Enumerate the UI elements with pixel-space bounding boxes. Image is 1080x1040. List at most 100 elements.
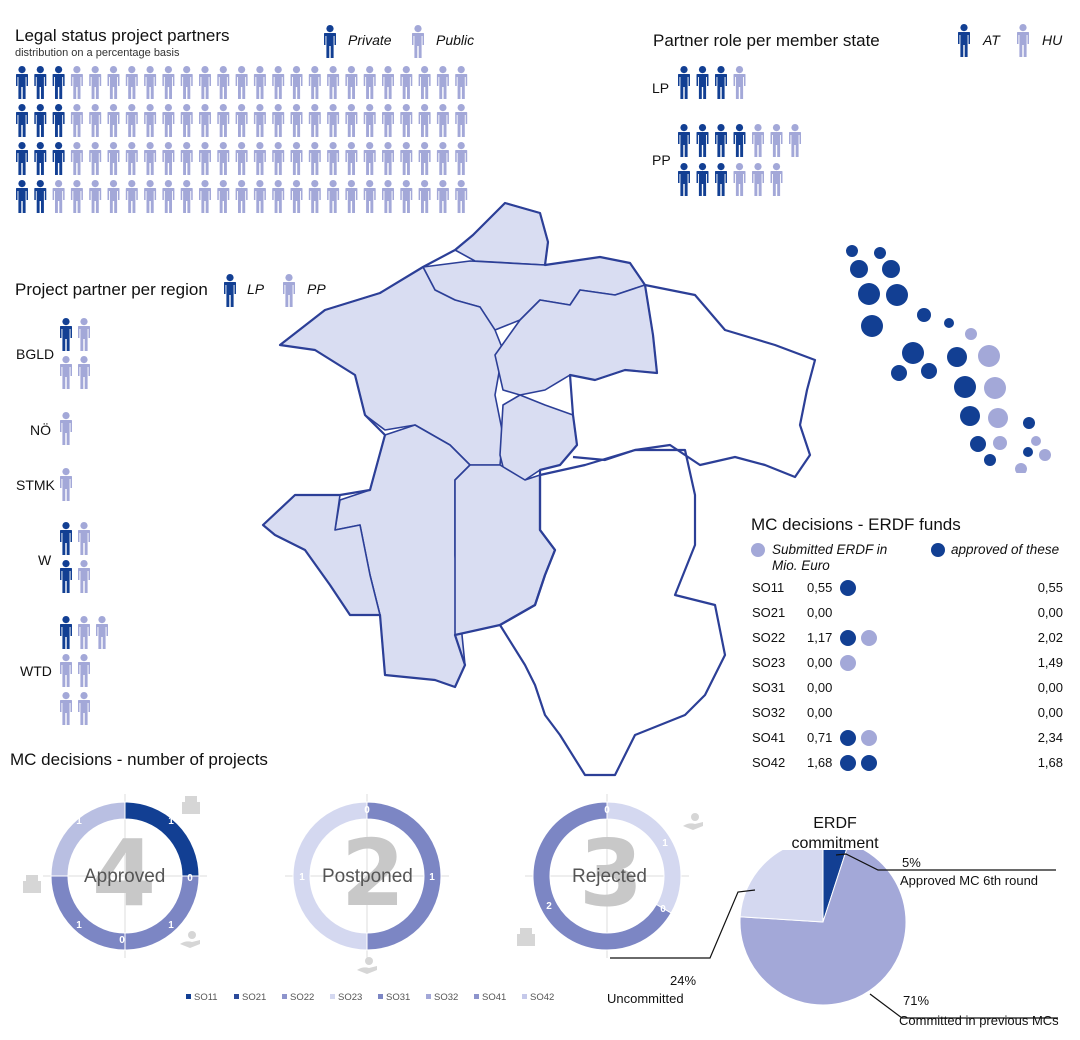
so-legend-label: SO42	[530, 992, 554, 1003]
legend-dot-approved	[931, 543, 945, 557]
donut-segment-label: 0	[364, 805, 370, 816]
dot-approved	[840, 755, 856, 771]
person-icon-public	[52, 180, 65, 213]
person-icon-at	[958, 24, 970, 57]
person-icon-public	[107, 104, 120, 137]
person-icon-public	[162, 180, 175, 213]
person-icon-hu	[733, 66, 746, 99]
person-icon-public	[217, 104, 230, 137]
person-icon-at	[678, 163, 690, 196]
funds-row-approved: 0,00	[807, 605, 833, 620]
so-legend-swatch	[474, 994, 479, 999]
funds-row-submitted: 0,00	[1037, 705, 1063, 720]
person-icon-public	[382, 104, 394, 137]
funds-row-approved: 1,68	[807, 755, 833, 770]
map-outline-east	[572, 283, 817, 479]
pie-leader-line	[610, 889, 756, 959]
funds-row-approved: 0,00	[807, 705, 833, 720]
so-legend-label: SO21	[242, 992, 266, 1003]
person-icon-public	[455, 66, 468, 99]
legend-hu: HU	[1042, 32, 1063, 48]
donut-segment-label: 1	[76, 816, 82, 827]
person-icon-public	[308, 66, 321, 99]
bubble	[1023, 417, 1035, 429]
person-icon-private	[16, 142, 28, 175]
bubble	[970, 436, 986, 452]
person-icon-public	[162, 66, 175, 99]
so-legend-swatch	[234, 994, 239, 999]
person-icon-public	[162, 142, 175, 175]
bubble	[1031, 436, 1041, 446]
funds-row-approved: 1,17	[807, 630, 833, 645]
funds-title: MC decisions - ERDF funds	[751, 515, 961, 534]
funds-row: SO31 0,00 0,00	[752, 678, 1067, 700]
region-person-grid	[60, 318, 108, 725]
person-icon-pp	[283, 274, 295, 307]
person-icon-public	[400, 180, 413, 213]
person-icon-public	[436, 104, 449, 137]
hand-plant-icon	[683, 813, 703, 830]
bubble	[1023, 447, 1033, 457]
person-icon-public	[455, 142, 468, 175]
legend-lp: LP	[247, 281, 265, 297]
donut-total-postponed: 2	[341, 820, 406, 927]
funds-row-submitted: 2,02	[1037, 630, 1063, 645]
legend-public: Public	[436, 32, 475, 48]
donut-segment	[532, 801, 672, 951]
building-icon	[182, 796, 200, 814]
person-icon-public	[363, 66, 376, 99]
legend-at: AT	[983, 32, 1000, 48]
person-icon-hu	[752, 124, 764, 157]
slice-label-approved: Approved MC 6th round	[900, 873, 1039, 888]
so-legend-label: SO31	[386, 992, 410, 1003]
map-outline-main	[261, 201, 659, 689]
person-icon-public	[180, 142, 193, 175]
person-icon-pp	[78, 654, 90, 687]
funds-row-submitted: 1,49	[1037, 655, 1063, 670]
partner-role-title: Partner role per member state	[653, 31, 880, 50]
slice-pct-approved: 5%	[902, 855, 921, 870]
donut-label-approved: Approved	[84, 866, 166, 887]
person-icon-hu	[770, 163, 783, 196]
person-icon-hu	[733, 163, 746, 196]
person-icon-public	[308, 180, 321, 213]
person-icon-pp	[60, 356, 72, 389]
person-icon-public	[345, 180, 358, 213]
donut-segment-label: 0	[119, 935, 125, 946]
person-icon-public	[436, 66, 449, 99]
person-icon-public	[144, 104, 157, 137]
funds-row-so: SO32	[752, 705, 786, 720]
funds-row-so: SO22	[752, 630, 786, 645]
person-icon-public	[418, 180, 431, 213]
legend-private: Private	[348, 32, 392, 48]
bubble	[861, 315, 883, 337]
person-icon-public	[199, 66, 211, 99]
bubble	[988, 408, 1008, 428]
legal-status-subtitle: distribution on a percentage basis	[15, 47, 180, 59]
person-icon-public	[235, 66, 248, 99]
person-icon-public	[418, 104, 431, 137]
person-icon-private	[52, 104, 65, 137]
bubble	[921, 363, 937, 379]
person-icon-lp	[60, 560, 72, 593]
funds-row: SO42 1,68 1,68	[752, 753, 1067, 775]
row-label-lp: LP	[652, 80, 670, 96]
person-icon-public	[89, 66, 102, 99]
so-legend-swatch	[282, 994, 287, 999]
bubble	[902, 342, 924, 364]
donut-segment-label: 1	[429, 872, 435, 883]
person-icon-public	[107, 142, 120, 175]
so-legend-swatch	[522, 994, 527, 999]
person-icon-public	[144, 66, 157, 99]
funds-row-approved: 0,71	[807, 730, 833, 745]
person-icon-public	[382, 180, 394, 213]
person-icon-public	[363, 142, 376, 175]
legal-status-legend	[324, 25, 424, 58]
person-icon-public	[455, 180, 468, 213]
person-icon-public	[290, 66, 303, 99]
funds-row-submitted: 0,00	[1037, 680, 1063, 695]
commitment-pie	[610, 850, 1058, 1019]
person-icon-at	[715, 124, 727, 157]
donut-segment-label: 1	[168, 920, 174, 931]
person-icon-public	[199, 104, 211, 137]
